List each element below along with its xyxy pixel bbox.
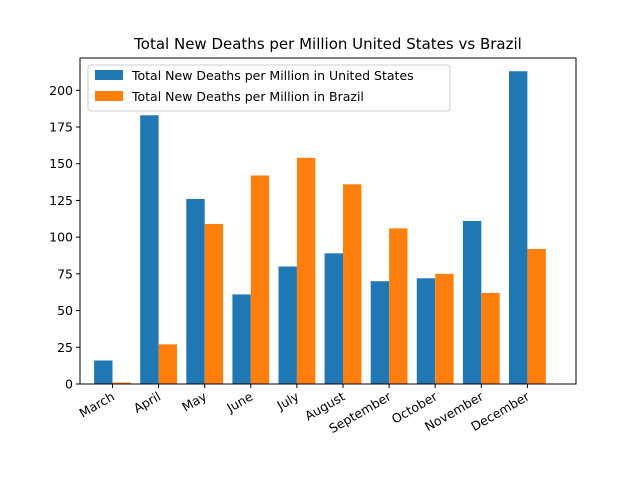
y-tick-label: 25	[57, 340, 73, 355]
bar-us-december	[509, 71, 528, 384]
x-tick-label-may: May	[179, 388, 209, 414]
x-tick-label-march: March	[76, 389, 117, 421]
legend-label: Total New Deaths per Million in United S…	[131, 68, 414, 83]
legend-label: Total New Deaths per Million in Brazil	[131, 89, 364, 104]
x-tick-label-june: June	[223, 388, 255, 415]
bar-us-may	[186, 198, 205, 384]
legend-box	[87, 64, 451, 112]
bar-brazil-june	[250, 175, 270, 384]
bar-us-april	[140, 115, 159, 385]
y-tick-label: 0	[65, 377, 73, 392]
legend-swatch	[95, 70, 123, 80]
bar-brazil-december	[527, 248, 546, 384]
bar-brazil-september	[389, 228, 408, 384]
bar-brazil-april	[158, 344, 177, 384]
bar-us-july	[278, 266, 297, 384]
y-axis: 0 25 50 75 100 125 150 175 200	[49, 83, 80, 392]
bar-brazil-may	[204, 223, 224, 384]
bar-us-november	[462, 221, 482, 384]
plot-frame	[79, 57, 577, 385]
y-tick-label: 175	[49, 120, 73, 135]
chart-title: Total New Deaths per Million United Stat…	[133, 35, 522, 53]
x-tick-label-april: April	[131, 389, 163, 416]
legend-swatch	[95, 91, 123, 101]
bar-us-june	[232, 294, 251, 384]
y-tick-label: 150	[49, 156, 73, 171]
bar-brazil-august	[343, 184, 362, 384]
bars-group	[94, 71, 546, 385]
bar-brazil-october	[435, 273, 454, 384]
bar-us-september	[370, 281, 390, 384]
y-tick-label: 75	[57, 266, 73, 281]
bar-us-august	[324, 253, 343, 384]
x-axis: March April May June July AugustSeptemberOcto…	[76, 384, 533, 436]
bar-brazil-july	[296, 157, 316, 384]
bar-brazil-november	[481, 292, 500, 384]
y-tick-label: 125	[49, 193, 73, 208]
bar-us-october	[416, 278, 436, 384]
y-tick-label: 200	[49, 83, 73, 98]
bar-brazil-march	[112, 382, 131, 384]
x-tick-label-july: July	[274, 388, 302, 413]
legend: Total New Deaths per Million in United S…	[87, 64, 451, 112]
y-tick-label: 50	[57, 303, 73, 318]
y-tick-label: 100	[49, 230, 73, 245]
bar-us-march	[94, 360, 113, 384]
